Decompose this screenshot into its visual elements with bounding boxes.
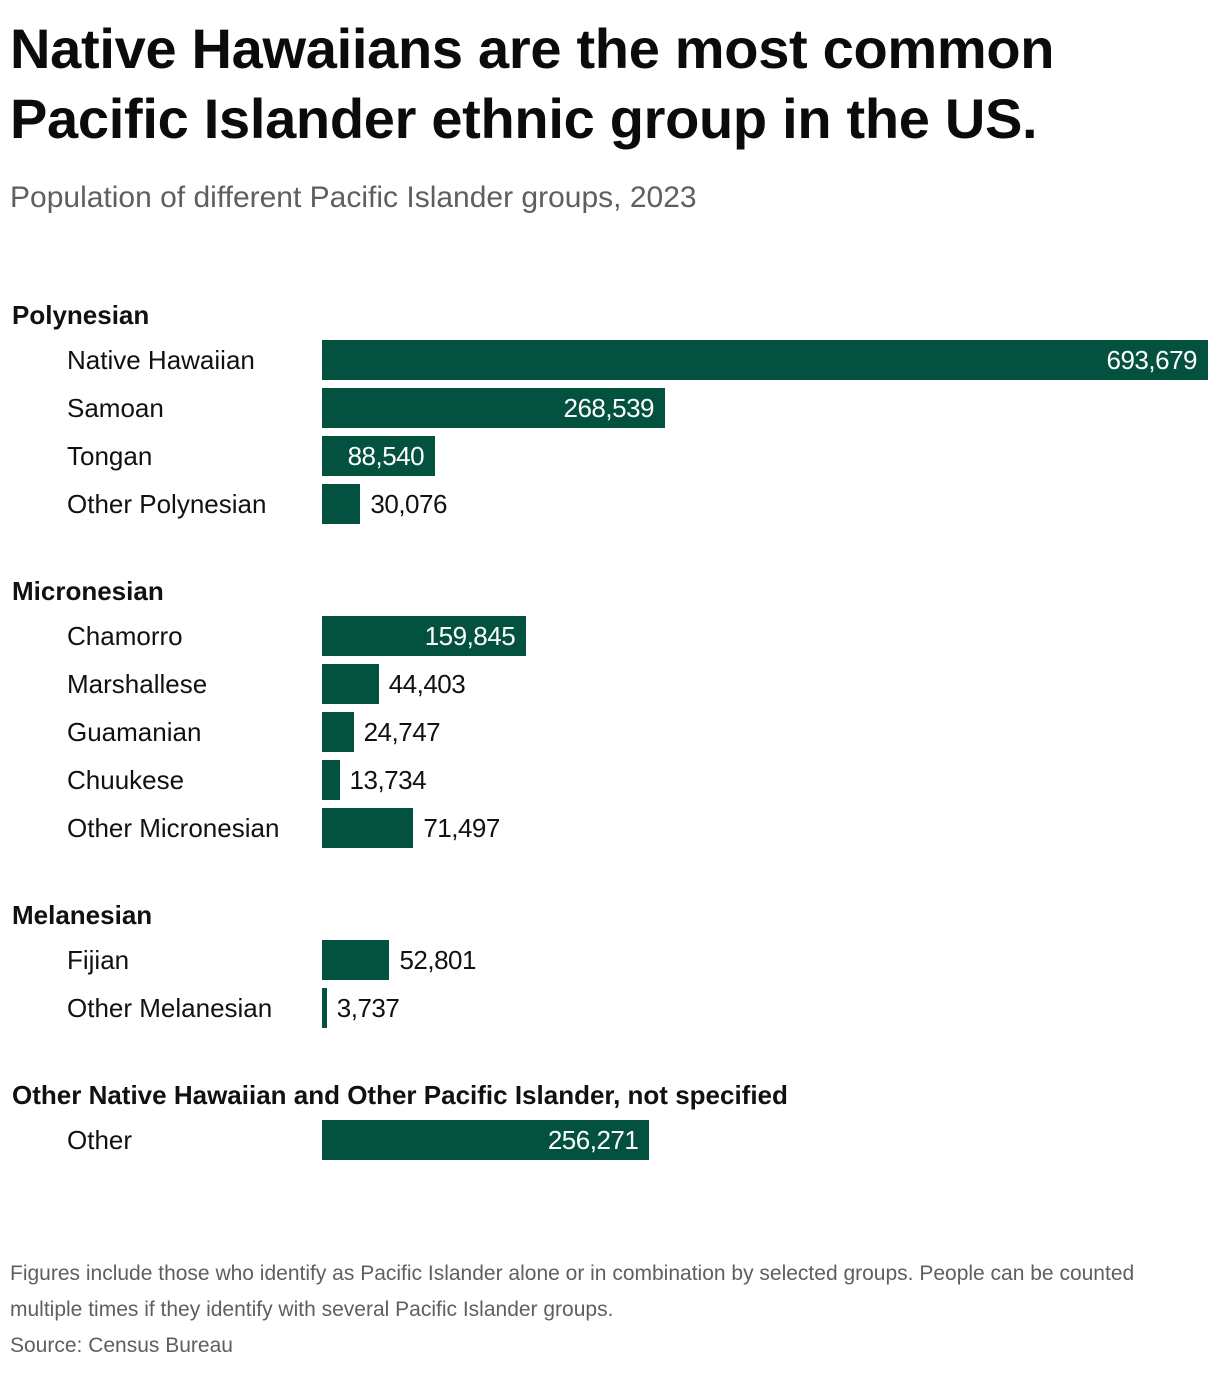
value-label: 159,845 <box>424 621 516 651</box>
chart-source: Source: Census Bureau <box>10 1334 233 1357</box>
bar <box>322 1120 650 1160</box>
category-label: Chamorro <box>67 621 183 651</box>
group-label: Polynesian <box>12 300 150 330</box>
bar <box>322 988 327 1028</box>
bar <box>322 712 354 752</box>
chart-subtitle: Population of different Pacific Islander… <box>10 181 697 214</box>
value-label: 52,801 <box>399 945 476 975</box>
bar <box>322 808 414 848</box>
bar <box>322 940 390 980</box>
bar <box>322 388 665 428</box>
category-label: Other Micronesian <box>67 813 280 843</box>
value-label: 693,679 <box>1106 345 1198 375</box>
value-label: 13,734 <box>349 765 427 795</box>
value-label: 44,403 <box>388 669 466 699</box>
bar <box>322 340 1208 380</box>
bar <box>322 760 340 800</box>
group-label: Other Native Hawaiian and Other Pacific … <box>12 1080 788 1110</box>
category-label: Fijian <box>67 945 130 975</box>
value-label: 30,076 <box>370 489 447 519</box>
group-label: Micronesian <box>12 576 164 606</box>
category-label: Native Hawaiian <box>67 345 255 375</box>
bar <box>322 664 379 704</box>
value-label: 71,497 <box>423 813 500 843</box>
bar <box>322 436 436 476</box>
category-label: Other Melanesian <box>67 993 273 1023</box>
group-label: Melanesian <box>12 900 153 930</box>
value-label: 24,747 <box>363 717 441 747</box>
bar <box>322 616 527 656</box>
chart-footnote: Figures include those who identify as Pa… <box>10 1262 1135 1321</box>
value-label: 268,539 <box>563 393 655 423</box>
category-label: Marshallese <box>67 669 208 699</box>
category-label: Tongan <box>67 441 153 471</box>
value-label: 256,271 <box>547 1125 639 1155</box>
bar <box>322 484 361 524</box>
category-label: Chuukese <box>67 765 185 795</box>
category-label: Guamanian <box>67 717 202 747</box>
value-label: 3,737 <box>336 993 400 1023</box>
category-label: Other <box>67 1125 133 1155</box>
value-label: 88,540 <box>347 441 425 471</box>
chart-title: Native Hawaiians are the most common Pac… <box>10 17 1055 150</box>
category-label: Samoan <box>67 393 164 423</box>
category-label: Other Polynesian <box>67 489 267 519</box>
